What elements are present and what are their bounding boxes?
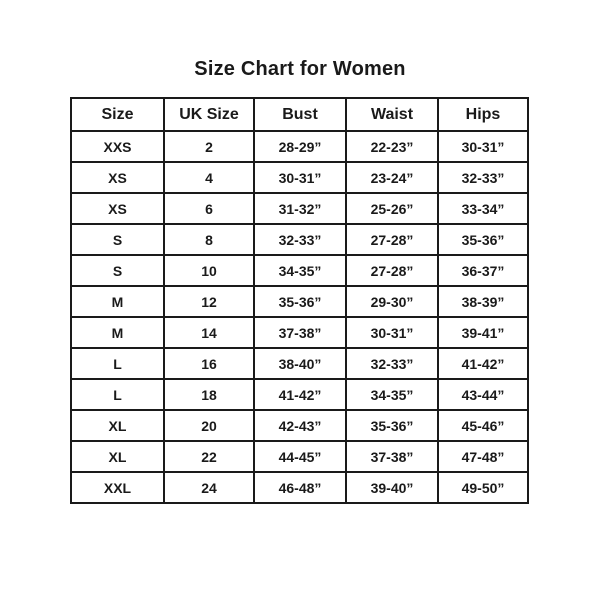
table-cell: XS bbox=[70, 192, 165, 225]
table-row: S 8 32-33” 27-28” 35-36” bbox=[70, 223, 529, 256]
table-cell: 32-33” bbox=[437, 161, 529, 194]
column-header-size: Size bbox=[70, 97, 165, 132]
size-chart-table: Size UK Size Bust Waist Hips XXS 2 28-29” 22-23… bbox=[70, 97, 529, 504]
table-cell: 2 bbox=[163, 130, 255, 163]
column-header-waist: Waist bbox=[345, 97, 439, 132]
table-cell: 24 bbox=[163, 471, 255, 504]
table-cell: 42-43” bbox=[253, 409, 347, 442]
table-cell: 33-34” bbox=[437, 192, 529, 225]
table-cell: 27-28” bbox=[345, 223, 439, 256]
table-cell: 22 bbox=[163, 440, 255, 473]
table-cell: 28-29” bbox=[253, 130, 347, 163]
table-cell: 44-45” bbox=[253, 440, 347, 473]
table-cell: 30-31” bbox=[345, 316, 439, 349]
table-cell: S bbox=[70, 223, 165, 256]
table-cell: 29-30” bbox=[345, 285, 439, 318]
table-cell: 20 bbox=[163, 409, 255, 442]
table-cell: 8 bbox=[163, 223, 255, 256]
table-cell: 18 bbox=[163, 378, 255, 411]
page-title: Size Chart for Women bbox=[194, 58, 406, 80]
table-cell: XL bbox=[70, 409, 165, 442]
table-row: XL 22 44-45” 37-38” 47-48” bbox=[70, 440, 529, 473]
table-row: XS 4 30-31” 23-24” 32-33” bbox=[70, 161, 529, 194]
table-cell: L bbox=[70, 347, 165, 380]
table-cell: 41-42” bbox=[437, 347, 529, 380]
table-row: XS 6 31-32” 25-26” 33-34” bbox=[70, 192, 529, 225]
table-cell: 43-44” bbox=[437, 378, 529, 411]
header-row: Size UK Size Bust Waist Hips bbox=[70, 97, 529, 132]
column-header-uk-size: UK Size bbox=[163, 97, 255, 132]
table-cell: 35-36” bbox=[345, 409, 439, 442]
table-cell: 32-33” bbox=[345, 347, 439, 380]
table-cell: 35-36” bbox=[253, 285, 347, 318]
table-cell: M bbox=[70, 316, 165, 349]
table-cell: S bbox=[70, 254, 165, 287]
table-cell: 39-41” bbox=[437, 316, 529, 349]
table-cell: 25-26” bbox=[345, 192, 439, 225]
table-cell: 30-31” bbox=[437, 130, 529, 163]
table-cell: XXL bbox=[70, 471, 165, 504]
table-cell: 47-48” bbox=[437, 440, 529, 473]
column-header-bust: Bust bbox=[253, 97, 347, 132]
table-cell: 37-38” bbox=[253, 316, 347, 349]
table-row: S 10 34-35” 27-28” 36-37” bbox=[70, 254, 529, 287]
table-cell: 38-40” bbox=[253, 347, 347, 380]
table-cell: 45-46” bbox=[437, 409, 529, 442]
table-row: M 14 37-38” 30-31” 39-41” bbox=[70, 316, 529, 349]
table-cell: 31-32” bbox=[253, 192, 347, 225]
table-row: L 18 41-42” 34-35” 43-44” bbox=[70, 378, 529, 411]
table-cell: 30-31” bbox=[253, 161, 347, 194]
table-cell: 36-37” bbox=[437, 254, 529, 287]
table-cell: 6 bbox=[163, 192, 255, 225]
table-cell: 49-50” bbox=[437, 471, 529, 504]
table-cell: 37-38” bbox=[345, 440, 439, 473]
table-row: XL 20 42-43” 35-36” 45-46” bbox=[70, 409, 529, 442]
table-row: XXL 24 46-48” 39-40” 49-50” bbox=[70, 471, 529, 504]
table-cell: 12 bbox=[163, 285, 255, 318]
table-cell: 32-33” bbox=[253, 223, 347, 256]
table-cell: L bbox=[70, 378, 165, 411]
table-cell: 46-48” bbox=[253, 471, 347, 504]
table-cell: 27-28” bbox=[345, 254, 439, 287]
table-row: L 16 38-40” 32-33” 41-42” bbox=[70, 347, 529, 380]
table-cell: 22-23” bbox=[345, 130, 439, 163]
table-cell: XS bbox=[70, 161, 165, 194]
table-cell: 34-35” bbox=[345, 378, 439, 411]
table-cell: 23-24” bbox=[345, 161, 439, 194]
table-cell: 10 bbox=[163, 254, 255, 287]
table-row: XXS 2 28-29” 22-23” 30-31” bbox=[70, 130, 529, 163]
table-row: M 12 35-36” 29-30” 38-39” bbox=[70, 285, 529, 318]
table-cell: 34-35” bbox=[253, 254, 347, 287]
table-cell: XL bbox=[70, 440, 165, 473]
table-cell: 41-42” bbox=[253, 378, 347, 411]
table-cell: 39-40” bbox=[345, 471, 439, 504]
table-cell: 35-36” bbox=[437, 223, 529, 256]
table-cell: XXS bbox=[70, 130, 165, 163]
table-cell: 14 bbox=[163, 316, 255, 349]
table-cell: M bbox=[70, 285, 165, 318]
table-cell: 16 bbox=[163, 347, 255, 380]
table-cell: 4 bbox=[163, 161, 255, 194]
column-header-hips: Hips bbox=[437, 97, 529, 132]
table-cell: 38-39” bbox=[437, 285, 529, 318]
